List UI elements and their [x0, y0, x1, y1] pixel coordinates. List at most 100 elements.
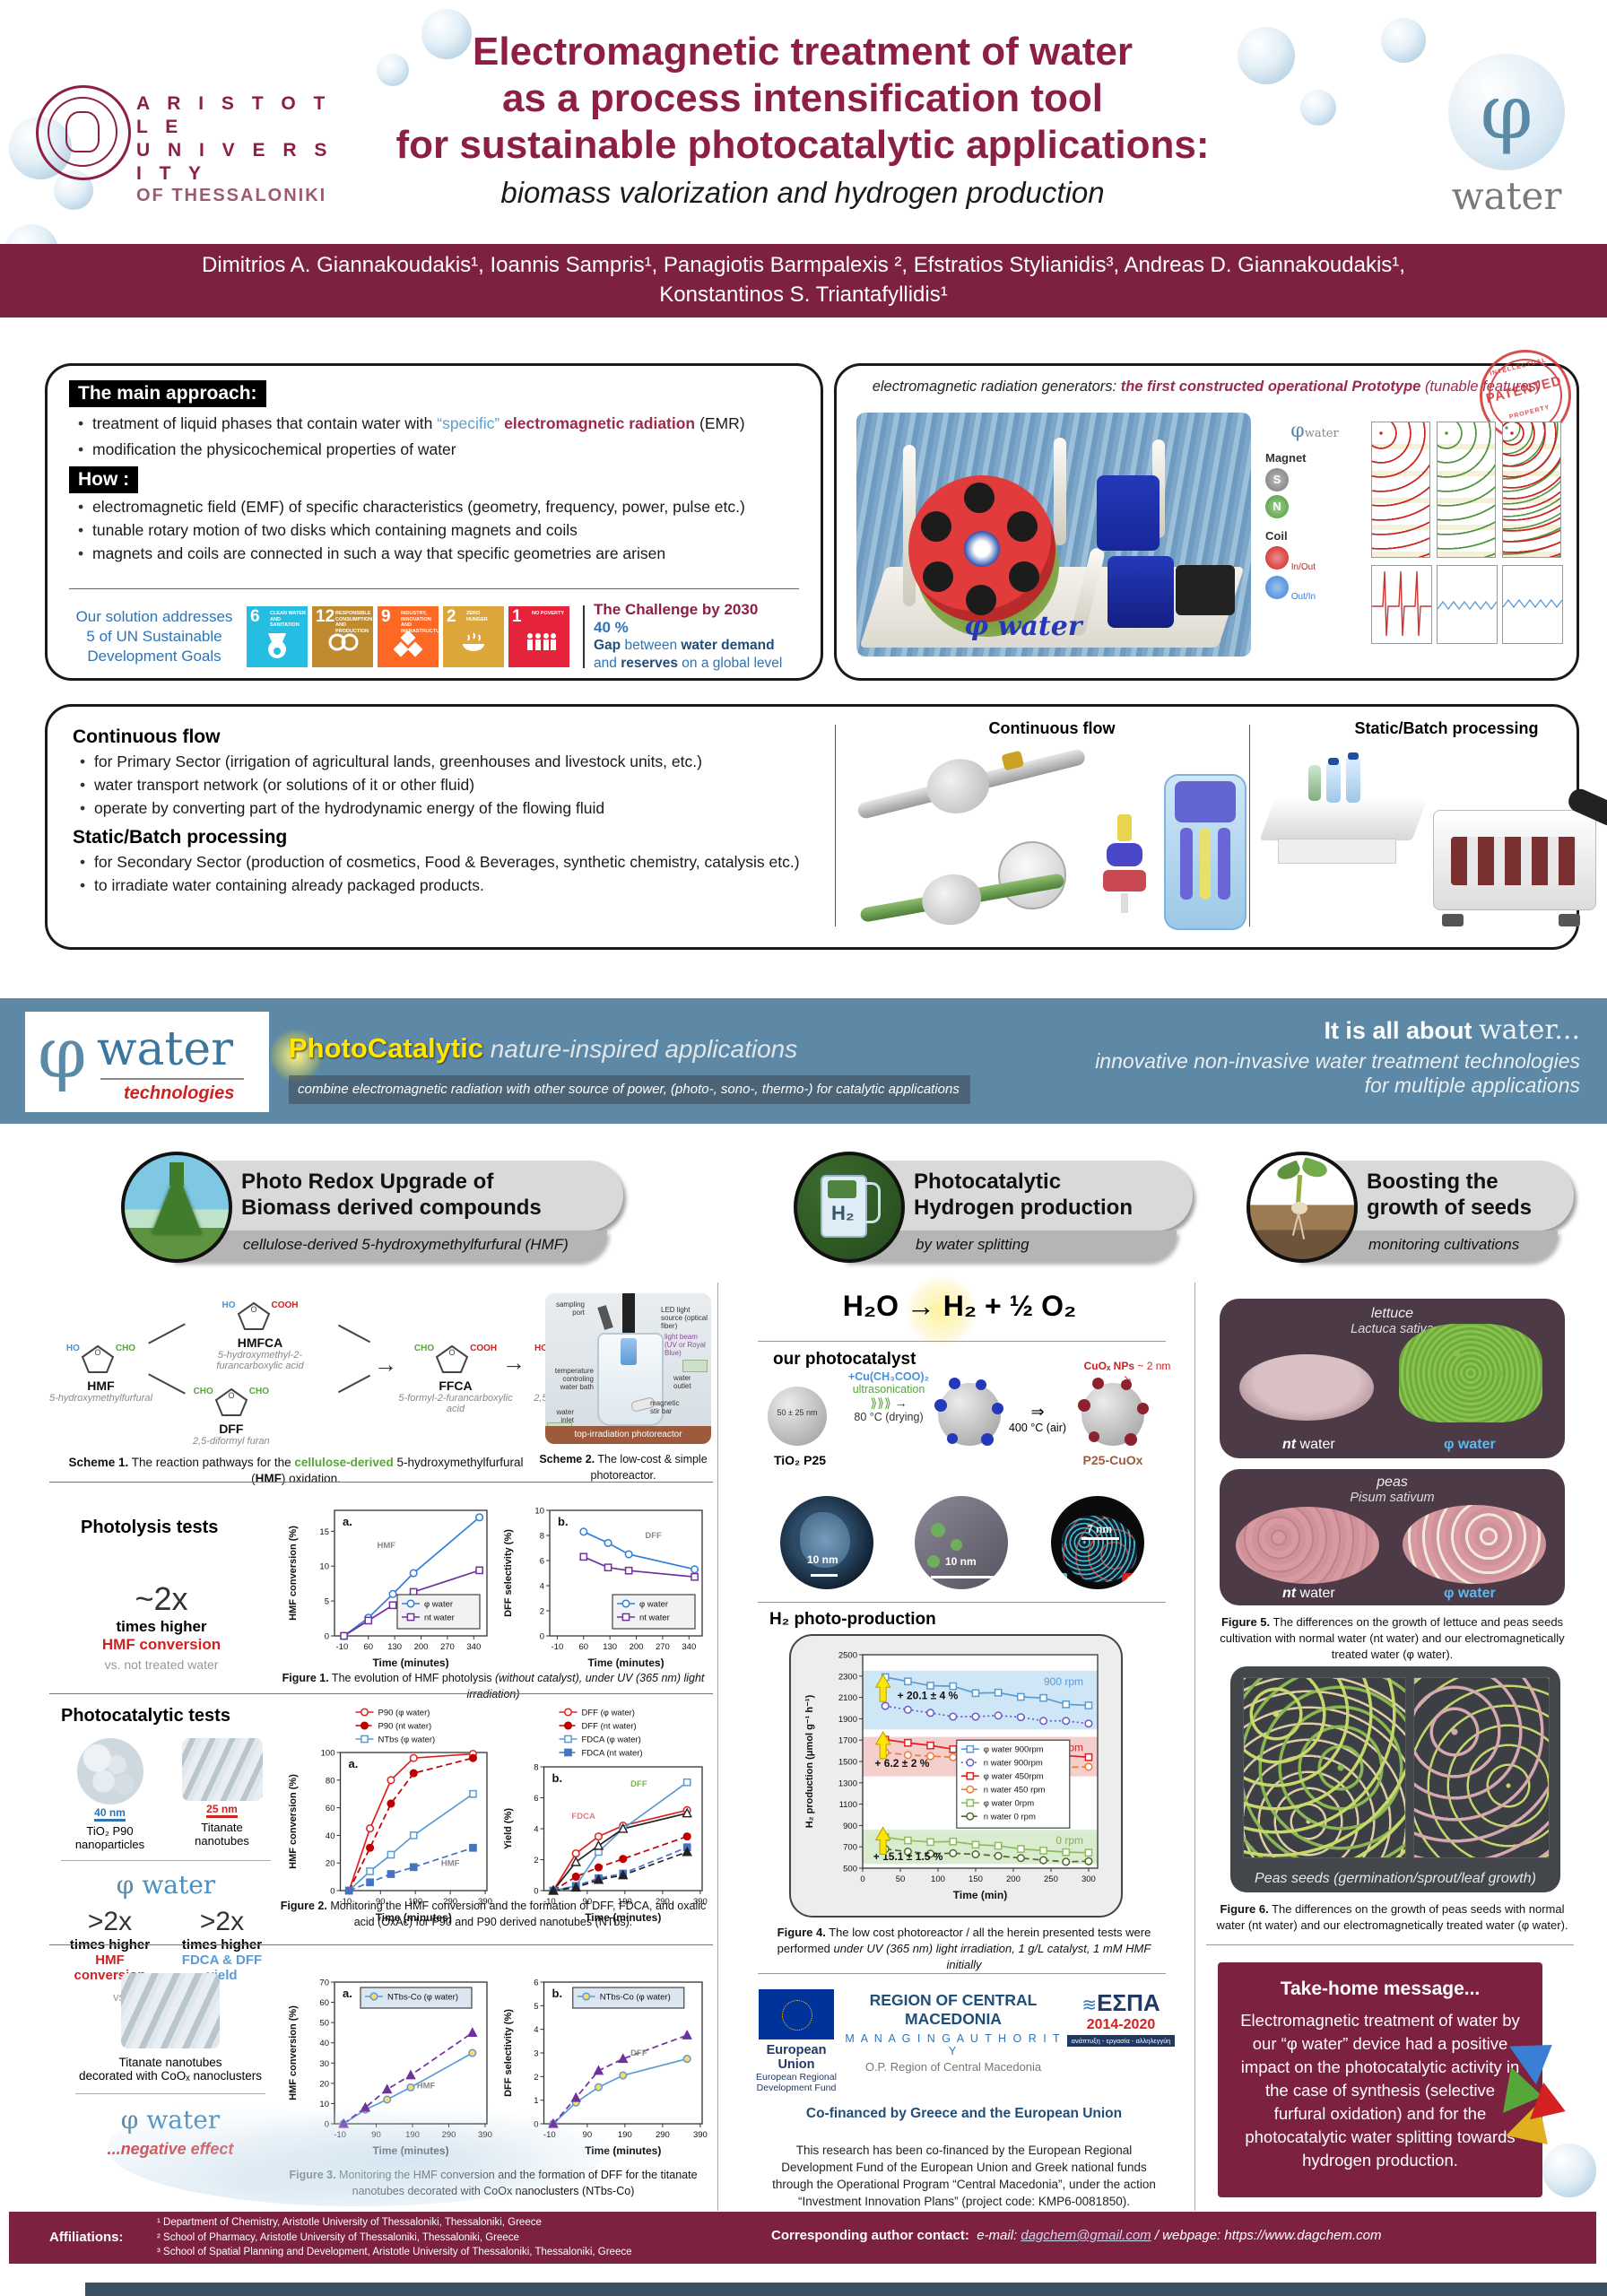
- banner-logo-box: φ water technologies: [25, 1012, 269, 1112]
- sdg-icon-6: 6 Clean water and sanitation: [247, 606, 308, 667]
- device-electronics: [1176, 565, 1235, 615]
- prototype-photo: φ water: [856, 413, 1251, 657]
- challenge-text: Gap between water demand and reserves on…: [594, 638, 783, 671]
- section-2-header: Photocatalytic Hydrogen production by wat…: [794, 1152, 1193, 1266]
- svg-text:2: 2: [534, 2073, 538, 2083]
- batch-press-device: [1433, 785, 1607, 926]
- svg-text:700: 700: [843, 1843, 857, 1853]
- svg-text:20: 20: [326, 1859, 335, 1869]
- svg-text:0: 0: [330, 1887, 334, 1897]
- cf-bullet-3: operate by converting part of the hydrod…: [73, 798, 826, 818]
- svg-text:2500: 2500: [838, 1651, 857, 1661]
- footer-bar: Affiliations: ¹ Department of Chemistry,…: [9, 2212, 1596, 2264]
- peas-phi-plate: [1403, 1505, 1546, 1584]
- svg-text:1700: 1700: [838, 1736, 857, 1746]
- email-link[interactable]: dagchem@gmail.com: [1021, 2228, 1151, 2243]
- challenge-title: The Challenge by 2030: [594, 601, 759, 618]
- sdg-icon-9: 9 Industry, innovation and infrastructure: [378, 606, 447, 667]
- svg-text:Time (minutes): Time (minutes): [587, 1657, 664, 1669]
- prototype-box: electromagnetic radiation generators: th…: [834, 340, 1581, 681]
- flask-icon: [121, 1152, 232, 1263]
- device-motor-1: [1097, 475, 1160, 551]
- svg-text:15: 15: [319, 1527, 329, 1537]
- affiliations-label: Affiliations:: [49, 2230, 124, 2245]
- svg-text:190: 190: [408, 1897, 422, 1907]
- svg-text:NTbs-Co (φ water): NTbs-Co (φ water): [387, 1993, 458, 2003]
- water-molecule-decoration: [377, 54, 409, 86]
- svg-text:n water 450 rpm: n water 450 rpm: [984, 1786, 1046, 1796]
- figure2b-chart: -10 90 190 290 390 0 2 4 6 8 Time (minutes) Yield (…: [503, 1708, 708, 1924]
- static-batch-heading: Static/Batch processing: [73, 827, 288, 848]
- cf-bullet-1: for Primary Sector (irrigation of agricu…: [73, 752, 826, 771]
- svg-text:1300: 1300: [838, 1779, 857, 1788]
- h2-pump-icon: H₂: [794, 1152, 905, 1263]
- svg-text:270: 270: [440, 1642, 455, 1652]
- svg-text:6: 6: [534, 1794, 538, 1804]
- university-name-line1: A R I S T O T L E: [136, 93, 332, 137]
- svg-text:Time (min): Time (min): [953, 1889, 1007, 1901]
- photocat-materials: 40 nm TiO₂ P90 nanoparticles 25 nm Titan…: [54, 1738, 278, 2004]
- banner-right-text: It is all about water... innovative non-…: [1095, 1014, 1580, 1097]
- sdg-icon-2: 2 Zero hunger: [443, 606, 504, 667]
- figure5-peas-panel: peas Pisum sativum nt water φ water: [1220, 1469, 1565, 1605]
- svg-text:φ water 0rpm: φ water 0rpm: [984, 1799, 1034, 1809]
- svg-text:DFF: DFF: [630, 1779, 647, 1789]
- svg-text:O: O: [228, 1391, 234, 1400]
- take-home-body: Electromagnetic treatment of water by ou…: [1240, 2011, 1520, 2170]
- glow-decoration: [269, 1029, 323, 1083]
- banner-technologies-text: technologies: [124, 1083, 235, 1103]
- figure2-caption: Figure 2. Monitoring the HMF conversion …: [280, 1900, 707, 1928]
- svg-text:HMF: HMF: [441, 1858, 460, 1868]
- svg-text:4: 4: [540, 1582, 544, 1592]
- water-splash-decoration: [108, 2090, 610, 2206]
- water-molecule-decoration: [421, 9, 472, 59]
- device-brand-label: φ water: [964, 611, 1082, 642]
- phi-glyph: φ: [1480, 68, 1533, 156]
- svg-text:DFF (nt water): DFF (nt water): [582, 1722, 637, 1732]
- water-molecule-decoration: [1381, 18, 1426, 63]
- technologies-banner: φ water technologies PhotoCatalytic natu…: [0, 998, 1607, 1124]
- figure1b-chart: -10 60 130 200 270 340 0 2 4 6 8 10 Time (minutes) DF…: [503, 1507, 703, 1669]
- authors-line2: Konstantinos S. Triantafyllidis¹: [659, 283, 948, 307]
- svg-text:Time (minutes): Time (minutes): [585, 1911, 661, 1924]
- affiliation-1: ¹ Department of Chemistry, Aristotle Uni…: [157, 2217, 542, 2228]
- how-bullet-2: tunable rotary motion of two disks which…: [71, 520, 804, 540]
- config-panels: [1371, 422, 1563, 657]
- magnet-s-icon: S: [1265, 468, 1289, 491]
- svg-text:190: 190: [618, 1897, 632, 1907]
- figure3b-chart: -10901902903900123456Time (minutes)DFF s…: [503, 1979, 708, 2158]
- svg-text:300: 300: [1081, 1874, 1096, 1884]
- figure6-panel: Peas seeds (germination/sprout/leaf grow…: [1230, 1666, 1560, 1892]
- tem-image-3: 7 nm Ti Cu: [1051, 1496, 1144, 1589]
- svg-text:HMF conversion (%): HMF conversion (%): [288, 1774, 299, 1869]
- scheme1: HO O CHO HMF 5-hydroxymethylfurfural HO O COO…: [49, 1300, 513, 1447]
- svg-text:1100: 1100: [839, 1800, 857, 1810]
- figure5-caption: Figure 5. The differences on the growth …: [1220, 1615, 1565, 1661]
- filter-cartridge: [1164, 774, 1247, 930]
- figure5-lettuce-panel: lettuce Lactuca sativa nt water φ water: [1220, 1299, 1565, 1458]
- svg-text:290: 290: [656, 1897, 670, 1907]
- photolysis-heading: Photolysis tests: [81, 1518, 219, 1537]
- approach-bullet-1: treatment of liquid phases that contain …: [71, 413, 804, 433]
- svg-text:250: 250: [1044, 1874, 1058, 1884]
- svg-text:200: 200: [414, 1642, 429, 1652]
- bottom-strip: [85, 2283, 1607, 2296]
- svg-text:6: 6: [534, 1979, 538, 1988]
- svg-text:130: 130: [603, 1642, 617, 1652]
- svg-text:4: 4: [534, 1825, 538, 1835]
- photocatalytic-highlight: PhotoCatalytic: [289, 1032, 484, 1064]
- svg-text:20: 20: [319, 2079, 329, 2089]
- svg-text:b.: b.: [552, 1771, 563, 1785]
- phi-water-logo-text: water: [1451, 174, 1562, 218]
- affiliations-list: ¹ Department of Chemistry, Aristotle Uni…: [157, 2215, 632, 2260]
- photocatalyst-synthesis: 50 ± 25 nm TiO₂ P25 +Cu(CH₃COO)₂ ultraso…: [762, 1360, 1170, 1478]
- water-molecule-decoration: [1300, 90, 1336, 126]
- affiliation-3: ³ School of Spatial Planning and Develop…: [157, 2247, 632, 2257]
- svg-text:290: 290: [443, 1897, 457, 1907]
- svg-text:50: 50: [319, 2019, 329, 2029]
- svg-text:5: 5: [534, 2002, 538, 2012]
- eu-flag: European Union European Regional Develop…: [753, 1989, 839, 2093]
- svg-text:100: 100: [321, 1749, 335, 1759]
- seedling-icon: [1247, 1152, 1358, 1263]
